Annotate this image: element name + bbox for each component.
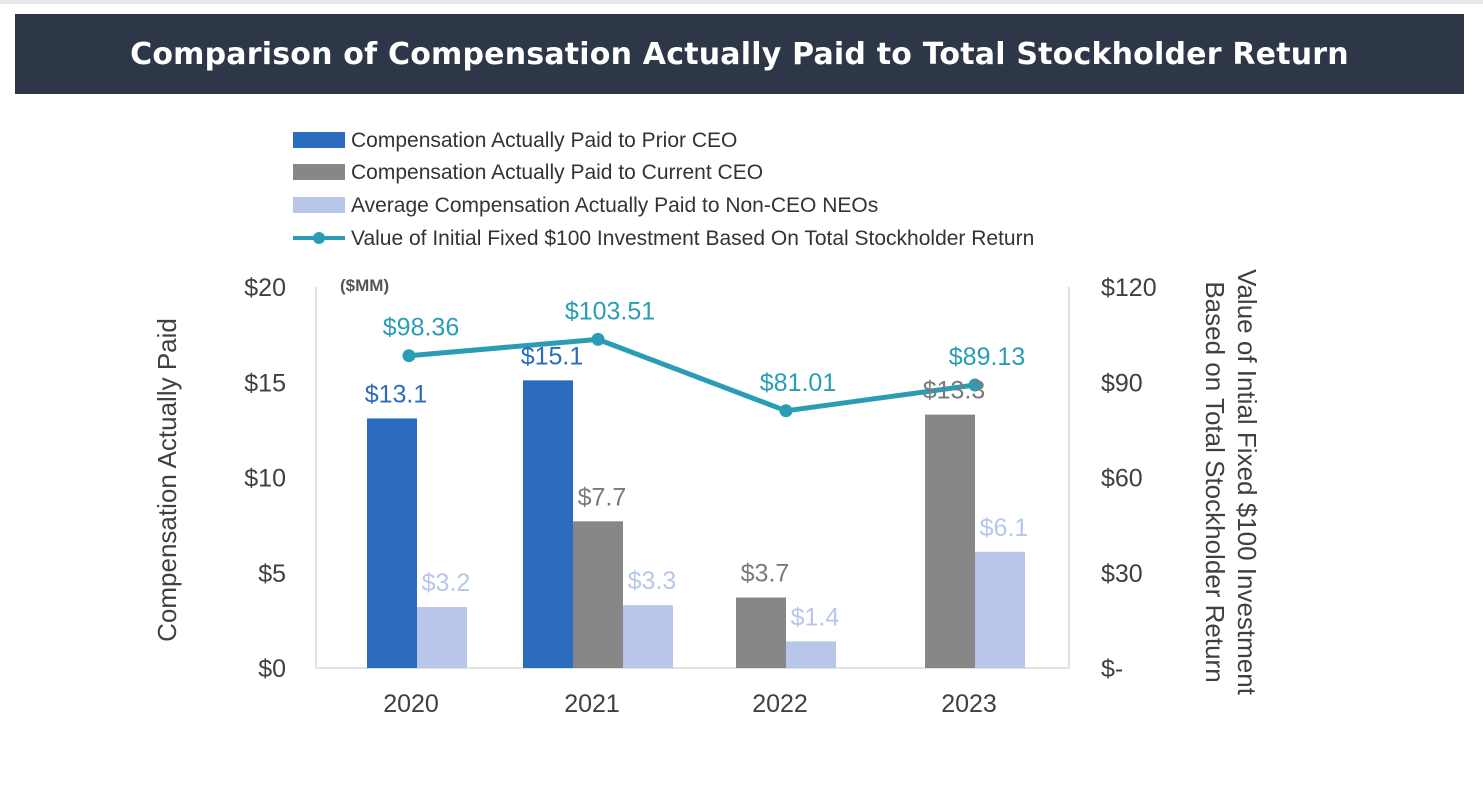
title-banner: Comparison of Compensation Actually Paid… (15, 14, 1464, 94)
tsr-label-2023: $89.13 (949, 343, 1025, 371)
legend-label-2: Compensation Actually Paid to Current CE… (351, 161, 763, 184)
y2-tick-label: $120 (1101, 274, 1157, 302)
tsr-point-2021 (591, 332, 605, 346)
tsr-point-2023 (968, 378, 982, 392)
bar-s3-2023 (975, 551, 1025, 668)
tsr-label-2022: $81.01 (760, 369, 836, 397)
legend: Compensation Actually Paid to Prior CEO C… (293, 129, 1034, 250)
bar-label-s2-2023: $13.3 (923, 377, 986, 405)
y2-tick-label: $60 (1101, 465, 1143, 493)
x-tick-label: 2020 (383, 690, 439, 718)
y-tick-label: $5 (258, 560, 286, 588)
bar-label-s1-2020: $13.1 (365, 380, 428, 408)
y2-tick-label: $30 (1101, 560, 1143, 588)
bar-label-s1-2021: $15.1 (521, 342, 584, 370)
bar-s2-2022 (736, 597, 786, 668)
x-tick-label: 2023 (941, 690, 997, 718)
x-tick-label: 2021 (564, 690, 620, 718)
bar-s3-2022 (786, 641, 836, 668)
y-axis-title: Compensation Actually Paid (152, 318, 182, 642)
bar-label-s3-2023: $6.1 (980, 514, 1029, 542)
tsr-point-2022 (779, 404, 793, 418)
bar-label-s2-2022: $3.7 (741, 560, 790, 588)
bar-s1-2021 (523, 380, 573, 668)
bar-label-s2-2021: $7.7 (578, 483, 627, 511)
y-tick-label: $20 (244, 274, 286, 302)
bars (367, 380, 1025, 668)
legend-label-3: Average Compensation Actually Paid to No… (351, 194, 878, 217)
chart-title: Comparison of Compensation Actually Paid… (130, 36, 1349, 72)
bar-label-s3-2021: $3.3 (628, 567, 677, 595)
y2-axis-title-line2: Based on Total Stockholder Return (1200, 281, 1230, 682)
data-labels: $13.1 $3.2 $15.1 $7.7 $3.3 $3.7$1.4 $13.3 $6.1 $… (365, 297, 1029, 631)
bar-s1-2020 (367, 418, 417, 668)
y-tick-label: $10 (244, 465, 286, 493)
unit-note: ($MM) (340, 276, 389, 295)
tsr-point-2020 (402, 349, 416, 363)
tsr-label-2021: $103.51 (565, 297, 655, 325)
y2-axis-title-line1: Value of Intial Fixed $100 Investment (1232, 269, 1262, 696)
bar-s3-2020 (417, 607, 467, 668)
bar-s2-2021 (573, 521, 623, 668)
x-tick-label: 2022 (752, 690, 808, 718)
tsr-label-2020: $98.36 (383, 314, 459, 342)
legend-line-marker (313, 232, 325, 244)
legend-label-4: Value of Initial Fixed $100 Investment B… (351, 227, 1034, 250)
y-tick-label: $0 (258, 655, 286, 683)
tsr-polyline (408, 336, 976, 414)
bar-s2-2023 (925, 414, 975, 668)
y2-tick-label: $90 (1101, 369, 1143, 397)
axes: $0 $5 $10 $15 $20 $- $30 $60 $90 $120 2020 2021 2022… (152, 269, 1262, 718)
bar-label-s3-2022: $1.4 (791, 603, 840, 631)
tsr-line (402, 332, 982, 418)
legend-swatch-2 (293, 164, 345, 180)
bar-label-s3-2020: $3.2 (422, 569, 471, 597)
bar-s3-2021 (623, 605, 673, 668)
y-tick-label: $15 (244, 369, 286, 397)
legend-swatch-1 (293, 132, 345, 148)
y2-tick-label: $- (1101, 655, 1123, 683)
legend-swatch-3 (293, 197, 345, 213)
legend-label-1: Compensation Actually Paid to Prior CEO (351, 129, 737, 152)
top-rule (0, 0, 1483, 4)
